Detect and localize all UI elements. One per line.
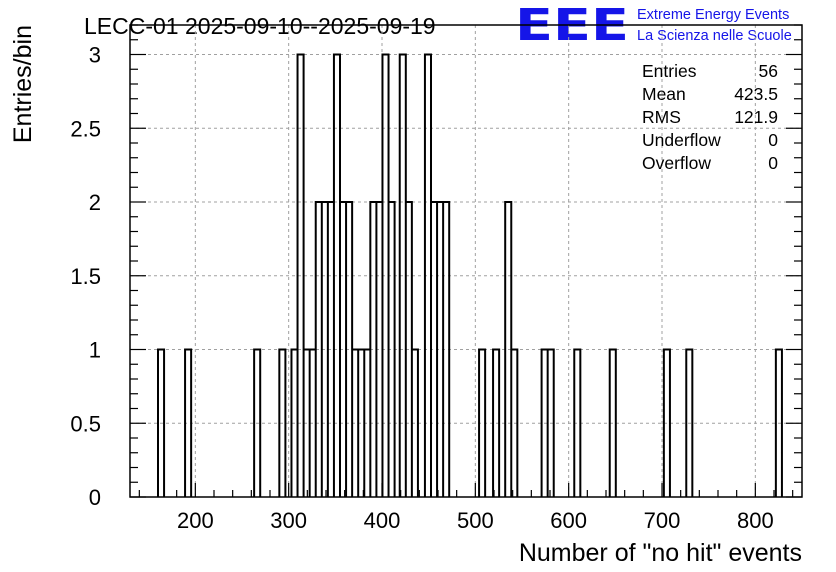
y-tick-labels: 0 0.5 1 1.5 2 2.5 3: [70, 43, 101, 511]
y-tick-label: 0.5: [70, 411, 101, 436]
axis-ticks: [130, 24, 802, 498]
stats-value: 0: [768, 130, 778, 150]
stats-label: Entries: [642, 61, 697, 81]
x-tick-label: 800: [737, 508, 774, 533]
y-tick-label: 2: [89, 190, 101, 215]
y-tick-label: 0: [89, 485, 101, 510]
plot-frame: [129, 24, 803, 498]
y-axis-label: Entries/bin: [9, 25, 37, 143]
x-tick-label: 600: [550, 508, 587, 533]
x-tick-label: 300: [270, 508, 307, 533]
x-axis-label: Number of "no hit" events: [519, 539, 802, 567]
grid-lines: [130, 25, 802, 497]
x-tick-label: 400: [364, 508, 401, 533]
stats-box: Entries 56 Mean 423.5 RMS 121.9 Underflow 0 Over…: [642, 61, 778, 173]
stats-label: RMS: [642, 107, 681, 127]
x-tick-label: 700: [644, 508, 681, 533]
x-tick-label: 500: [457, 508, 494, 533]
y-tick-label: 1: [89, 338, 101, 363]
histogram-outline: [157, 53, 783, 497]
stats-value: 0: [768, 153, 778, 173]
logo-line-1: Extreme Energy Events: [637, 7, 789, 23]
stats-value: 423.5: [734, 84, 778, 104]
y-tick-label: 3: [89, 43, 101, 68]
stats-label: Mean: [642, 84, 686, 104]
stats-value: 121.9: [734, 107, 778, 127]
stats-label: Underflow: [642, 130, 721, 150]
x-tick-label: 200: [177, 508, 214, 533]
logo-line-2: La Scienza nelle Scuole: [637, 28, 792, 44]
y-tick-label: 1.5: [70, 264, 101, 289]
stats-value: 56: [759, 61, 778, 81]
y-tick-label: 2.5: [70, 116, 101, 141]
chart-title: LECC-01 2025-09-10--2025-09-19: [84, 13, 436, 39]
stats-label: Overflow: [642, 153, 711, 173]
x-tick-labels: 200 300 400 500 600 700 800: [177, 508, 774, 533]
